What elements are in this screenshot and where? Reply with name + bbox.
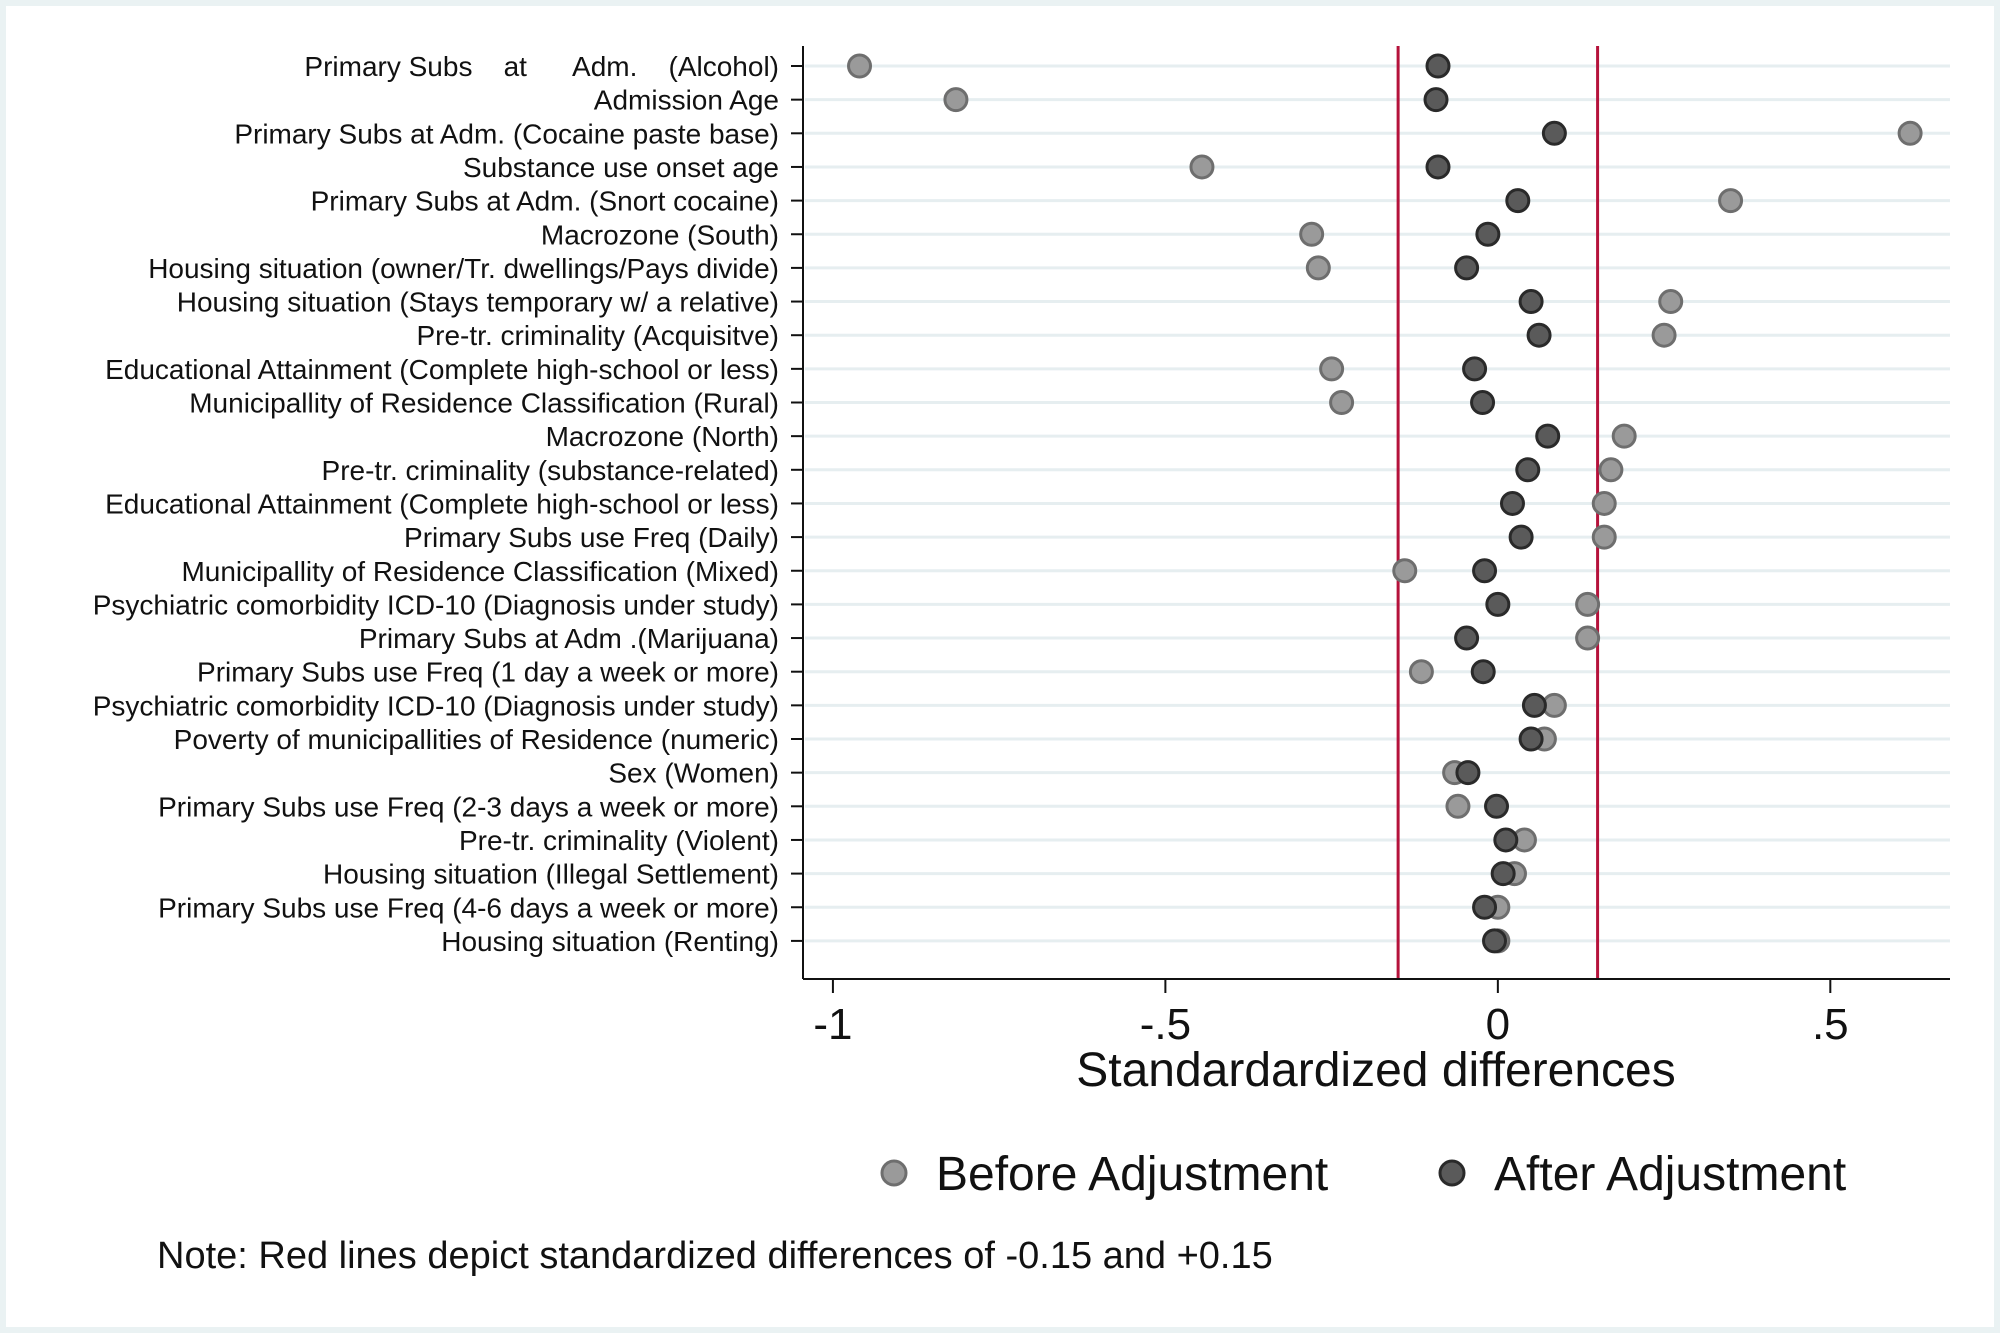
before-adjustment-point [1658,289,1684,315]
category-label: Primary Subs at Adm .(Marijuana) [359,623,779,654]
category-label: Pre-tr. criminality (Violent) [459,825,779,856]
before-adjustment-point [1299,221,1325,247]
after-adjustment-point [1508,524,1534,550]
x-tick-label: .5 [1812,1000,1849,1049]
balance-dot-plot: -1 -.5 0.5 Primary Subs at Adm. (Alcohol)A… [93,46,1950,1277]
category-label: Primary Subs at Adm. (Alcohol) [304,51,779,82]
category-label: Psychiatric comorbidity ICD-10 (Diagnosi… [93,589,779,620]
legend-before-marker [880,1159,908,1187]
after-adjustment-point [1518,726,1544,752]
after-adjustment-point [1521,692,1547,718]
before-adjustment-point [1591,490,1617,516]
category-label: Psychiatric comorbidity ICD-10 (Diagnosi… [93,690,779,721]
x-tick-label: -1 [813,1000,852,1049]
category-label: Admission Age [594,85,779,116]
category-label: Poverty of municipallities of Residence … [174,724,779,755]
x-tick-label: -.5 [1140,1000,1191,1049]
before-adjustment-point [1575,625,1601,651]
before-adjustment-point [1651,322,1677,348]
after-adjustment-point [1472,894,1498,920]
category-label: Educational Attainment (Complete high-sc… [105,488,779,519]
after-adjustment-point [1505,188,1531,214]
legend-after-marker [1438,1159,1466,1187]
before-adjustment-point [1897,120,1923,146]
category-label: Primary Subs use Freq (2-3 days a week o… [158,791,779,822]
category-label: Housing situation (Illegal Settlement) [323,859,779,890]
legend-before-label: Before Adjustment [936,1148,1328,1201]
category-label: Housing situation (Stays temporary w/ a … [177,287,779,318]
before-adjustment-point [1445,793,1471,819]
before-adjustment-point [1189,154,1215,180]
category-label: Housing situation (owner/Tr. dwellings/P… [148,253,779,284]
before-adjustment-point [1575,591,1601,617]
after-adjustment-point [1482,928,1508,954]
category-label: Primary Subs use Freq (1 day a week or m… [197,657,779,688]
after-adjustment-point [1472,558,1498,584]
after-adjustment-point [1485,591,1511,617]
before-adjustment-point [1305,255,1331,281]
after-adjustment-point [1484,793,1510,819]
before-adjustment-point [1392,558,1418,584]
after-adjustment-point [1462,356,1488,382]
after-adjustment-point [1493,827,1519,853]
x-tick-label: 0 [1486,1000,1510,1049]
after-adjustment-point [1515,457,1541,483]
category-label: Macrozone (South) [541,219,779,250]
category-label: Primary Subs at Adm. (Snort cocaine) [311,186,779,217]
after-adjustment-point [1526,322,1552,348]
category-label: Pre-tr. criminality (substance-related) [322,455,779,486]
category-label: Primary Subs use Freq (Daily) [404,522,779,553]
category-label: Primary Subs use Freq (4-6 days a week o… [158,892,779,923]
category-label: Sex (Women) [608,758,779,789]
category-label: Educational Attainment (Complete high-sc… [105,354,779,385]
after-adjustment-point [1518,289,1544,315]
after-adjustment-point [1454,625,1480,651]
category-label: Municipallity of Residence Classificatio… [189,388,779,419]
before-adjustment-point [943,87,969,113]
before-adjustment-point [1329,390,1355,415]
before-adjustment-point [1591,524,1617,550]
category-labels: Primary Subs at Adm. (Alcohol)Admission … [93,51,779,957]
category-label: Municipallity of Residence Classificatio… [181,556,779,587]
legend-after-label: After Adjustment [1494,1148,1846,1201]
before-adjustment-point [1611,423,1637,449]
legend: Before Adjustment After Adjustment [880,1148,1846,1201]
category-label: Primary Subs at Adm. (Cocaine paste base… [234,118,779,149]
data-points [847,53,1923,954]
before-adjustment-point [1718,188,1744,214]
before-adjustment-point [1598,457,1624,483]
chart-note: Note: Red lines depict standardized diff… [157,1235,1273,1277]
axes: -1 -.5 0 .5 [791,46,1950,1049]
after-adjustment-point [1490,861,1516,887]
after-adjustment-point [1470,390,1496,415]
after-adjustment-point [1423,87,1449,113]
after-adjustment-point [1425,53,1451,79]
category-label: Pre-tr. criminality (Acquisitve) [416,320,779,351]
before-adjustment-point [847,53,873,79]
after-adjustment-point [1475,221,1501,247]
after-adjustment-point [1425,154,1451,180]
after-adjustment-point [1535,423,1561,449]
category-label: Housing situation (Renting) [441,926,779,957]
category-label: Substance use onset age [463,152,779,183]
after-adjustment-point [1541,120,1567,146]
category-label: Macrozone (North) [546,421,779,452]
after-adjustment-point [1499,490,1525,516]
before-adjustment-point [1408,659,1434,685]
before-adjustment-point [1319,356,1345,382]
after-adjustment-point [1470,659,1496,685]
after-adjustment-point [1455,760,1481,786]
gridlines [805,64,1950,943]
x-axis-title: Standardardized differences [1076,1044,1676,1097]
after-adjustment-point [1454,255,1480,281]
chart-panel: -1 -.5 0.5 Primary Subs at Adm. (Alcohol) A… [6,6,1994,1327]
